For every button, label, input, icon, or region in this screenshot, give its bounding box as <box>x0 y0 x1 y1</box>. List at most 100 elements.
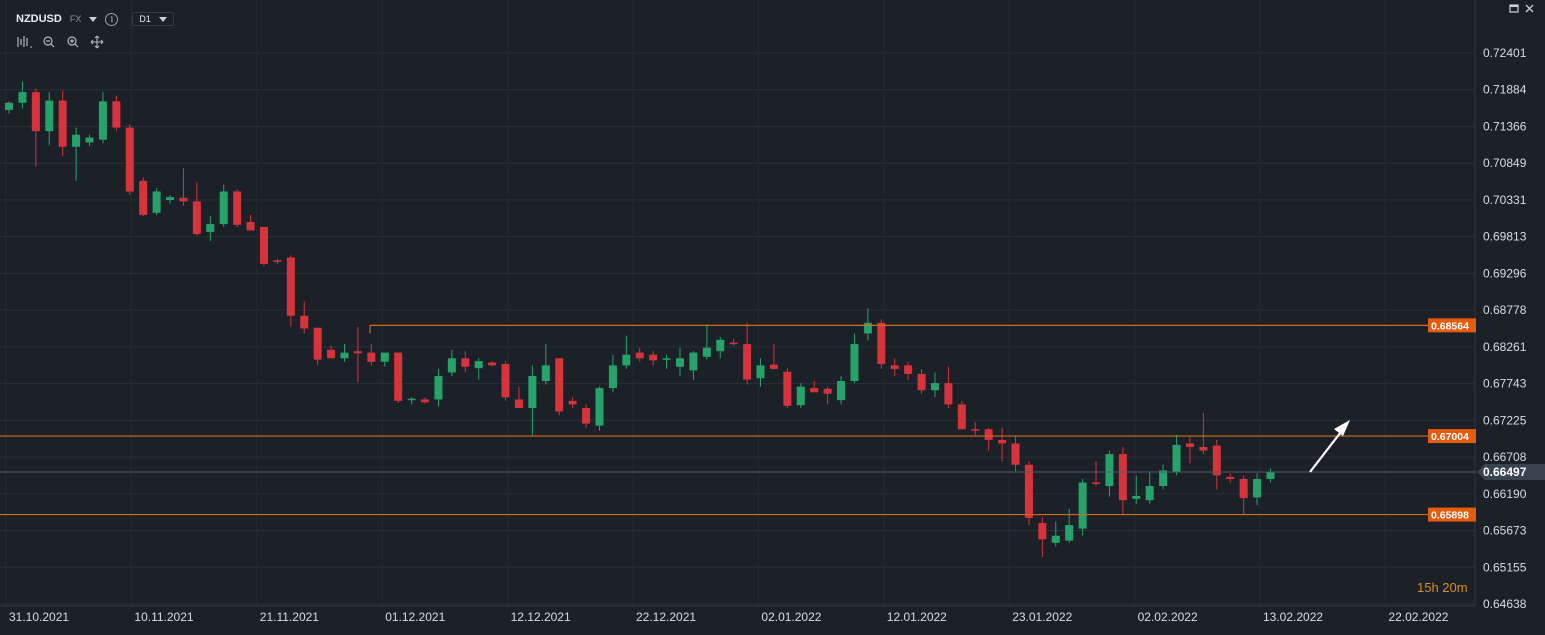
candle-body <box>353 351 362 354</box>
candle-body <box>850 344 859 381</box>
y-tick-label: 0.70849 <box>1483 156 1527 170</box>
candle-body <box>608 365 617 389</box>
candle-body <box>662 358 671 360</box>
candle-body <box>930 383 939 391</box>
zoom-out-icon[interactable] <box>42 35 56 49</box>
candle-body <box>286 257 295 316</box>
candle-body <box>568 400 577 405</box>
candle-body <box>246 221 255 231</box>
candle-body <box>488 362 497 366</box>
candle-body <box>1185 443 1194 447</box>
window-controls <box>1509 3 1535 14</box>
candle-body <box>649 354 658 361</box>
candle-body <box>206 224 215 232</box>
trend-arrow-line <box>1309 427 1345 473</box>
x-tick-label: 13.02.2022 <box>1263 610 1323 624</box>
candle-body <box>1118 454 1127 501</box>
candle-body <box>810 388 819 393</box>
close-icon[interactable] <box>1524 3 1535 14</box>
timeframe-select[interactable]: D1 <box>132 12 174 26</box>
candle-body <box>783 371 792 406</box>
candle-body <box>595 388 604 426</box>
timeframe-label: D1 <box>139 14 151 24</box>
trend-arrow-head <box>1334 420 1350 436</box>
candle-body <box>823 388 832 394</box>
info-icon[interactable]: i <box>105 12 119 26</box>
level-label: 0.67004 <box>1431 431 1469 443</box>
y-tick-label: 0.67225 <box>1483 413 1527 427</box>
candle-body <box>917 373 926 391</box>
candle-body <box>139 180 148 215</box>
candle-body <box>635 352 644 359</box>
candle-body <box>555 358 564 412</box>
symbol-label[interactable]: NZDUSD <box>16 13 62 25</box>
y-tick-label: 0.71884 <box>1483 83 1527 97</box>
candle-body <box>702 347 711 357</box>
y-tick-label: 0.69813 <box>1483 230 1527 244</box>
y-tick-label: 0.71366 <box>1483 119 1527 133</box>
candle-body <box>259 226 268 264</box>
candle-countdown: 15h 20m <box>1417 580 1468 595</box>
level-label: 0.65898 <box>1431 510 1469 522</box>
candle-body <box>541 365 550 381</box>
chart-toolbar: NZDUSD FX i D1 <box>16 12 174 26</box>
candle-body <box>1266 471 1275 479</box>
candle-body <box>796 386 805 406</box>
candle-body <box>340 352 349 359</box>
candle-body <box>1024 464 1033 518</box>
candle-body <box>716 339 725 352</box>
candle-body <box>890 365 899 369</box>
candle-body <box>1172 444 1181 472</box>
candle-body <box>957 404 966 430</box>
candle-body <box>179 197 188 202</box>
candle-body <box>1199 446 1208 451</box>
y-tick-label: 0.66190 <box>1483 487 1527 501</box>
candle-body <box>984 429 993 440</box>
zoom-in-icon[interactable] <box>66 35 80 49</box>
candle-body <box>219 191 228 225</box>
x-tick-label: 23.01.2022 <box>1012 610 1072 624</box>
candle-body <box>18 92 27 103</box>
candle-body <box>1145 486 1154 501</box>
candle-body <box>192 201 201 235</box>
y-tick-label: 0.65673 <box>1483 524 1527 538</box>
market-label: FX <box>69 14 82 24</box>
candle-body <box>394 352 403 401</box>
x-tick-label: 10.11.2021 <box>134 610 193 624</box>
candle-body <box>1078 482 1087 529</box>
candle-body <box>1065 525 1074 541</box>
chart-tools <box>16 35 106 49</box>
y-tick-label: 0.72401 <box>1483 46 1527 60</box>
candle-body <box>300 315 309 329</box>
candle-body <box>112 101 121 128</box>
candle-body <box>1011 443 1020 465</box>
candle-body <box>837 380 846 401</box>
candle-body <box>474 361 483 369</box>
candle-body <box>313 327 322 360</box>
candle-body <box>367 352 376 362</box>
candle-body <box>1239 478 1248 499</box>
candle-body <box>98 101 107 140</box>
candle-body <box>407 398 416 401</box>
candle-body <box>514 399 523 408</box>
indicators-icon[interactable] <box>16 35 32 49</box>
y-tick-label: 0.67743 <box>1483 377 1527 391</box>
y-tick-label: 0.65155 <box>1483 560 1527 574</box>
y-tick-label: 0.66708 <box>1483 450 1527 464</box>
crosshair-icon[interactable] <box>90 35 106 49</box>
candle-body <box>1051 535 1060 543</box>
y-tick-label: 0.70331 <box>1483 193 1527 207</box>
candle-body <box>31 92 40 132</box>
candle-body <box>877 322 886 364</box>
maximize-icon[interactable] <box>1509 3 1520 14</box>
candle-body <box>743 344 752 380</box>
x-tick-label: 22.02.2022 <box>1388 610 1448 624</box>
candle-body <box>166 197 175 200</box>
x-tick-label: 31.10.2021 <box>9 610 69 624</box>
symbol-dropdown-icon[interactable] <box>89 16 98 22</box>
current-price-label: 0.66497 <box>1483 465 1527 479</box>
x-tick-label: 02.01.2022 <box>761 610 821 624</box>
x-tick-label: 01.12.2021 <box>385 610 445 624</box>
candle-body <box>863 322 872 334</box>
